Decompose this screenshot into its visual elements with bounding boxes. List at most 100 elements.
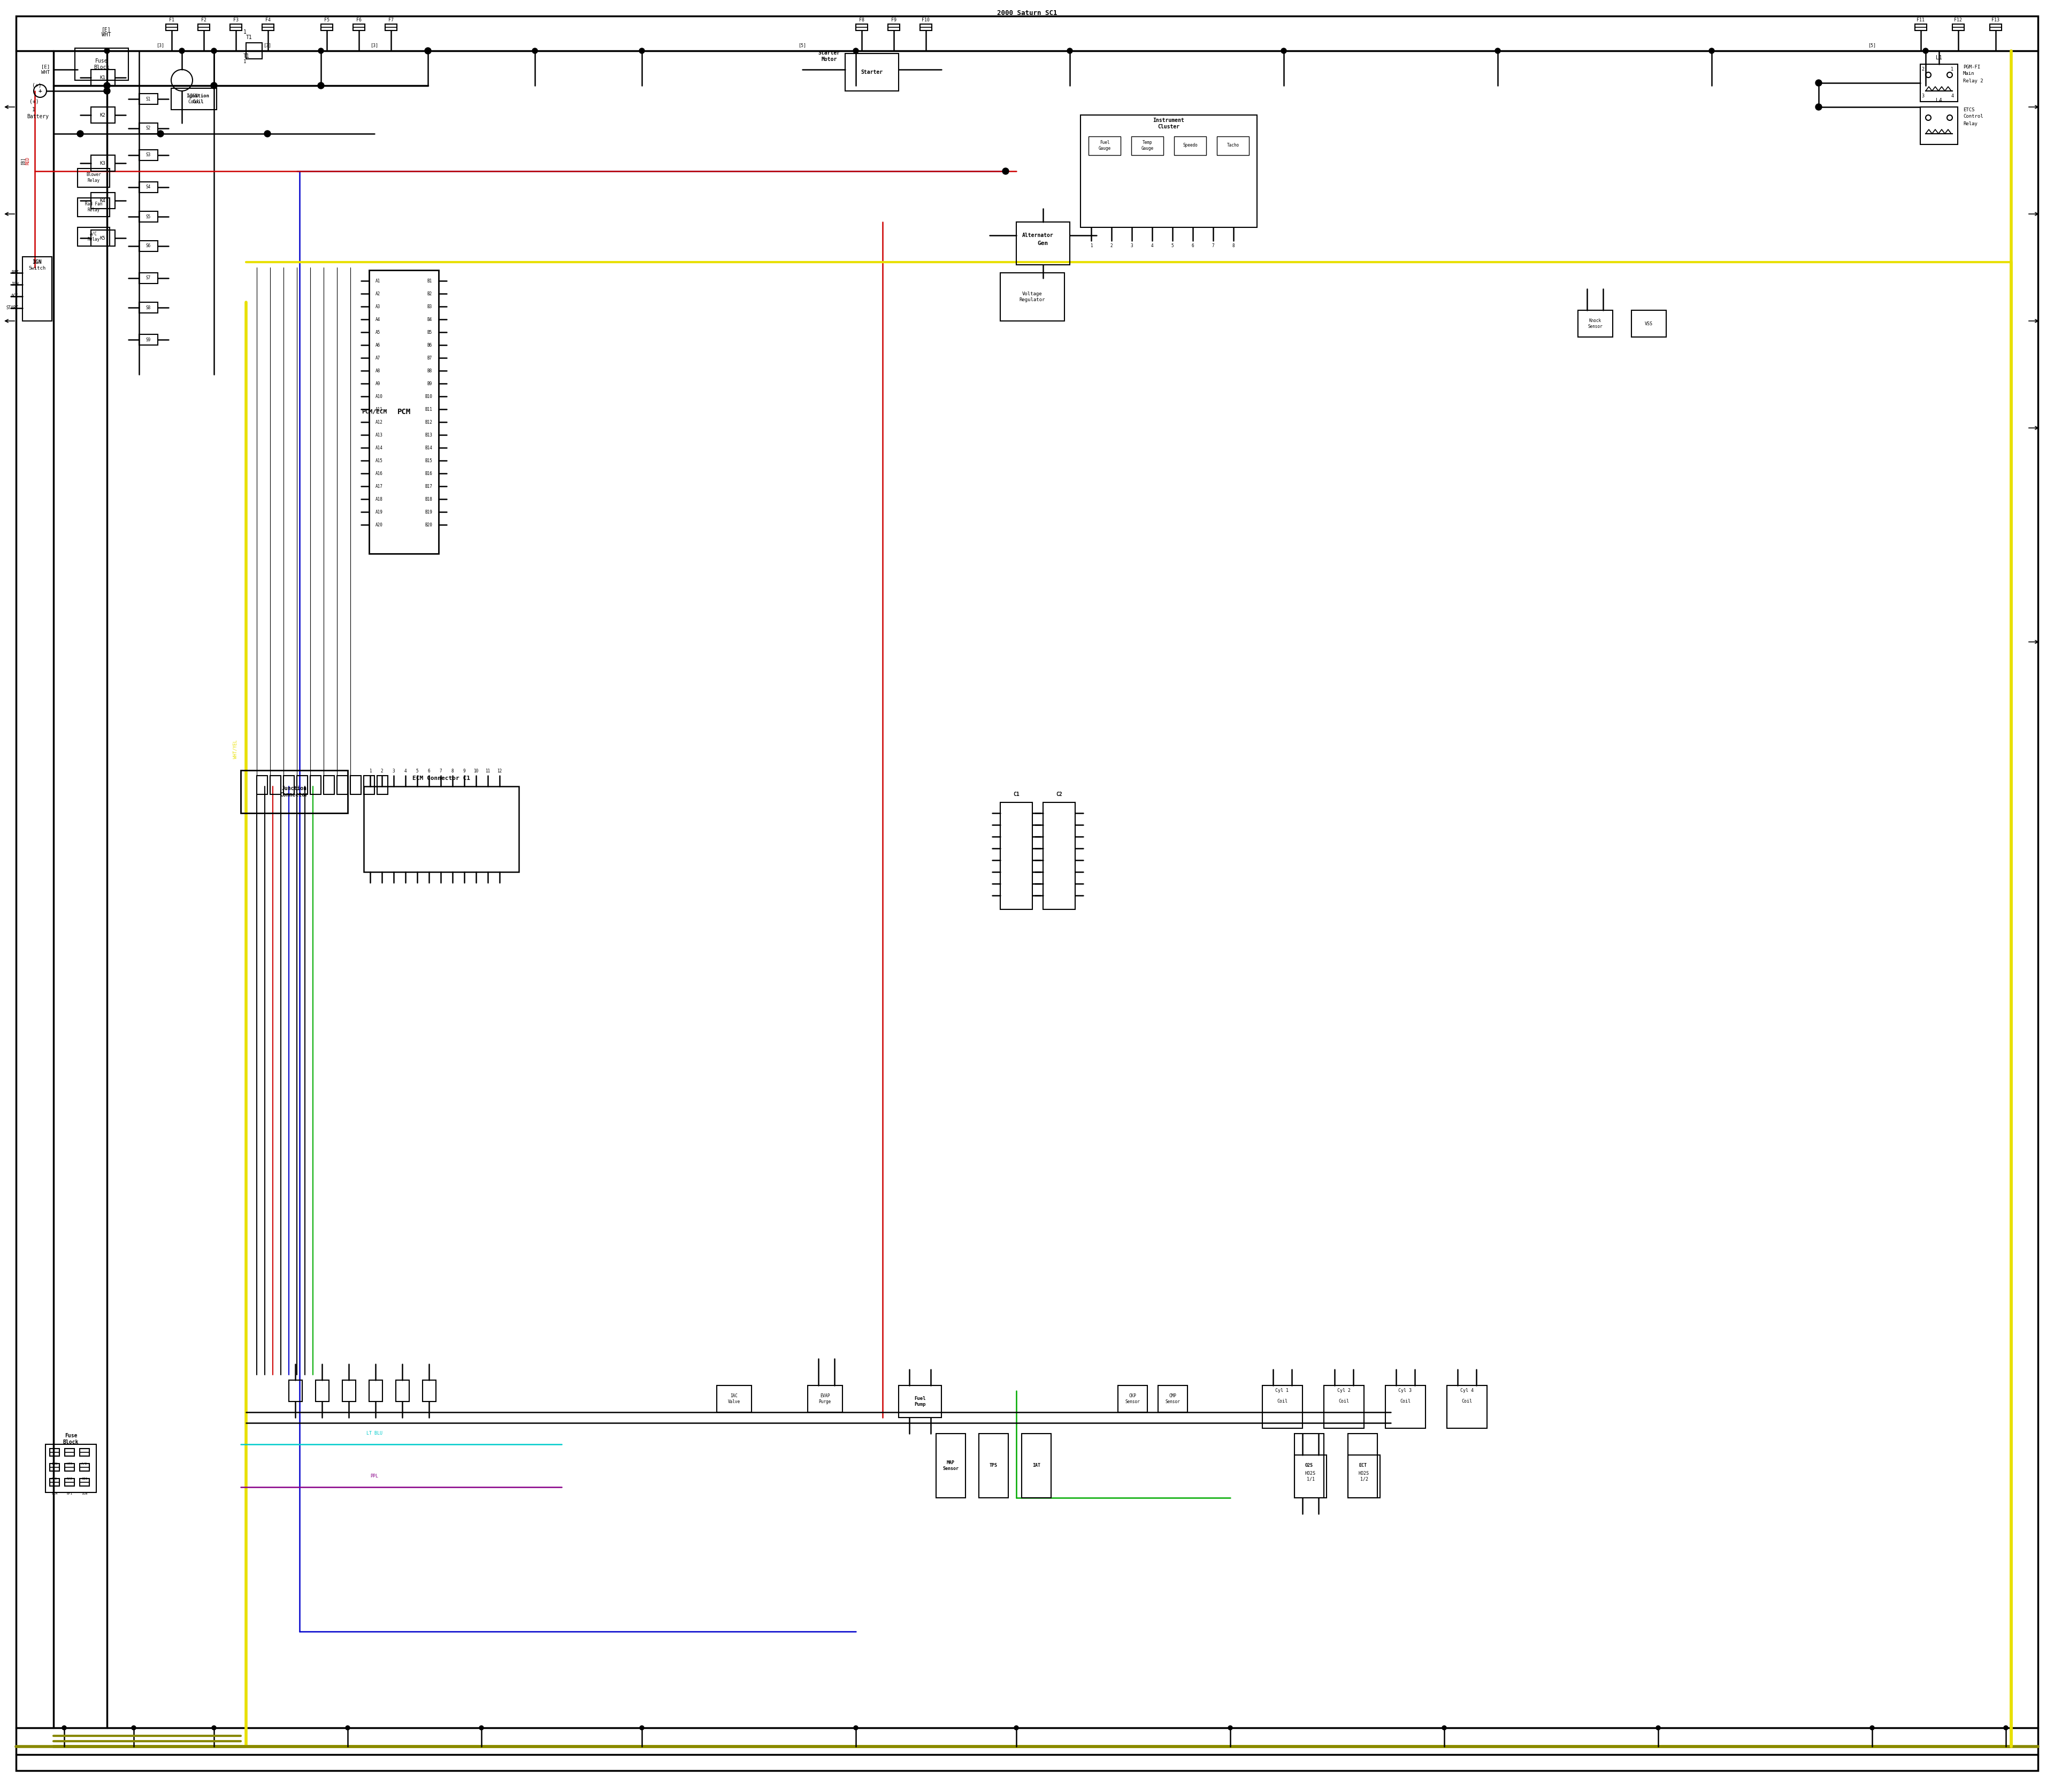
Circle shape [1816, 79, 1822, 86]
Circle shape [1015, 1726, 1019, 1729]
Text: B7: B7 [427, 355, 431, 360]
Text: Coil: Coil [1401, 1400, 1411, 1403]
Text: IGN: IGN [12, 281, 18, 287]
Text: (+): (+) [29, 99, 39, 104]
Text: A20: A20 [376, 521, 382, 527]
Bar [378, 776, 388, 794]
Bar [920, 23, 933, 30]
Circle shape [1002, 168, 1009, 174]
Text: 12: 12 [497, 769, 501, 774]
Text: 1: 1 [1951, 66, 1953, 72]
Text: B10: B10 [425, 394, 431, 400]
Bar [90, 229, 115, 246]
Text: F4: F4 [265, 18, 271, 22]
Text: C2: C2 [1056, 792, 1062, 797]
Text: [3]: [3] [263, 43, 271, 48]
Text: A5: A5 [376, 330, 380, 335]
Bar [1043, 803, 1074, 909]
Text: Junction
Connector: Junction Connector [279, 787, 308, 797]
Text: RED: RED [25, 156, 31, 165]
Bar [1577, 310, 1612, 337]
Bar [325, 776, 335, 794]
Circle shape [532, 48, 538, 54]
Circle shape [212, 48, 216, 54]
Bar [66, 1464, 74, 1471]
Text: Coil: Coil [1278, 1400, 1288, 1403]
Bar [1347, 1434, 1378, 1498]
Text: K3: K3 [101, 161, 105, 165]
Text: ECM: ECM [51, 1493, 58, 1495]
Circle shape [265, 131, 271, 136]
Text: Relay 2: Relay 2 [1964, 79, 1984, 82]
Bar [140, 272, 158, 283]
Bar [1089, 136, 1121, 156]
Text: B1: B1 [427, 278, 431, 283]
Text: A3: A3 [376, 305, 380, 308]
Bar [1446, 1385, 1487, 1428]
Text: S9: S9 [146, 337, 150, 342]
Bar [337, 776, 347, 794]
Text: 4: 4 [1951, 93, 1953, 99]
Circle shape [852, 48, 859, 54]
Text: [B]: [B] [21, 156, 25, 165]
Circle shape [1816, 104, 1822, 109]
Bar [49, 1464, 60, 1471]
Text: IGN: IGN [82, 1493, 88, 1495]
Text: VSS: VSS [1645, 321, 1653, 326]
Bar [1325, 1385, 1364, 1428]
Text: 3: 3 [1130, 244, 1134, 249]
Text: A/C
Relay: A/C Relay [88, 231, 101, 242]
Text: S1: S1 [146, 97, 150, 102]
Text: Coil: Coil [1460, 1400, 1473, 1403]
Text: F12: F12 [1953, 18, 1962, 22]
Text: 1: 1 [242, 59, 246, 65]
Text: PCM/ECM: PCM/ECM [362, 409, 386, 414]
Text: S2: S2 [146, 125, 150, 131]
Text: 7: 7 [440, 769, 442, 774]
Bar [140, 211, 158, 222]
Text: Cyl 3: Cyl 3 [1399, 1389, 1411, 1392]
Bar [1384, 1385, 1425, 1428]
Bar [1000, 803, 1033, 909]
Text: (+): (+) [33, 82, 41, 88]
Text: 1: 1 [370, 769, 372, 774]
Text: Coil: Coil [1339, 1400, 1349, 1403]
Bar [140, 93, 158, 104]
Text: A13: A13 [376, 432, 382, 437]
Text: 2: 2 [1923, 66, 1925, 72]
Text: MAP
Sensor: MAP Sensor [943, 1460, 959, 1471]
Text: [3]: [3] [156, 43, 164, 48]
Text: A16: A16 [376, 471, 382, 477]
Bar [1914, 23, 1927, 30]
Text: C1: C1 [1013, 792, 1019, 797]
Text: A6: A6 [376, 342, 380, 348]
Text: START: START [6, 306, 18, 310]
Text: ECM Connector C1: ECM Connector C1 [413, 776, 470, 781]
Text: Fuse
Block: Fuse Block [94, 59, 109, 70]
Text: Temp
Gauge: Temp Gauge [1142, 140, 1154, 151]
Bar [90, 108, 115, 124]
Circle shape [1923, 48, 1929, 54]
Circle shape [318, 82, 325, 90]
Text: Rad Fan
Relay: Rad Fan Relay [84, 202, 103, 211]
Bar [353, 23, 366, 30]
Bar [1175, 136, 1206, 156]
Text: B2: B2 [427, 292, 431, 296]
Bar [246, 43, 263, 59]
Bar [1216, 136, 1249, 156]
Bar [316, 1380, 329, 1401]
Text: F1: F1 [168, 18, 175, 22]
Circle shape [62, 1726, 66, 1729]
Circle shape [179, 48, 185, 54]
Bar [66, 1478, 74, 1486]
Bar [807, 1385, 842, 1412]
Text: [E]: [E] [41, 65, 49, 70]
Text: 7: 7 [1212, 244, 1214, 249]
Text: Alternator: Alternator [1023, 233, 1054, 238]
Text: ECT: ECT [1358, 1464, 1366, 1468]
Circle shape [1709, 48, 1715, 54]
Text: Ignition
Coil: Ignition Coil [187, 93, 210, 104]
Text: PPL: PPL [370, 1475, 378, 1478]
Bar [78, 168, 109, 186]
Bar [857, 23, 867, 30]
